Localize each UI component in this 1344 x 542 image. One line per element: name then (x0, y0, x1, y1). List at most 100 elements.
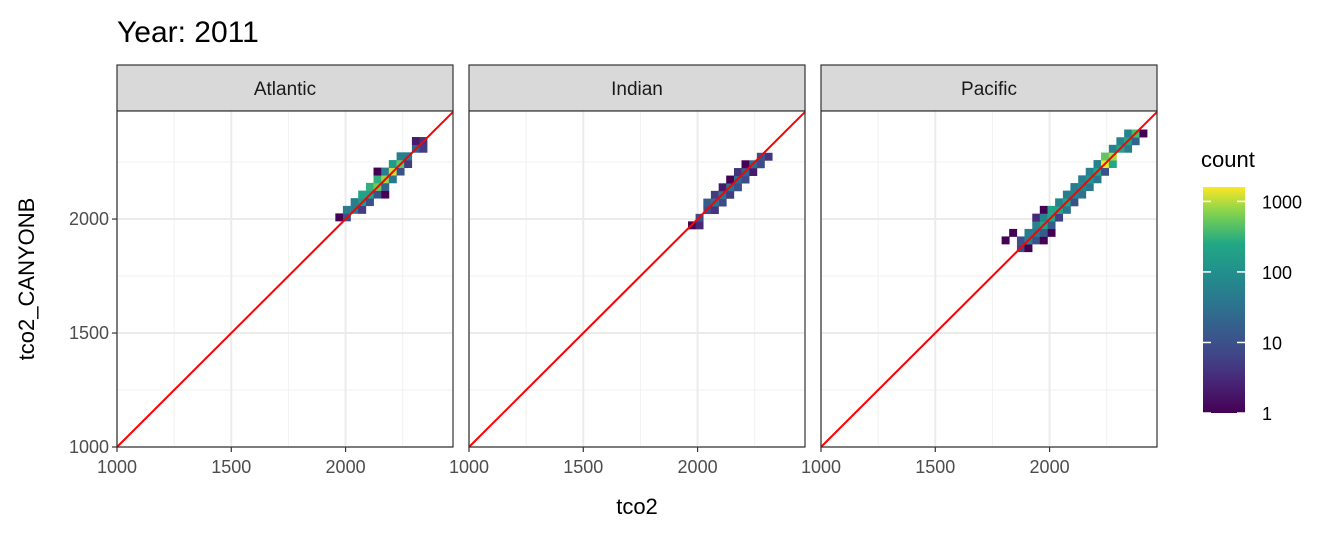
bin-tile (1139, 129, 1148, 138)
bin-tile (1108, 160, 1117, 169)
bin-tile (1009, 228, 1018, 237)
bin-tile (764, 152, 773, 161)
bin-tile (733, 183, 742, 192)
panel-border (116, 110, 454, 448)
legend-tick-label: 1 (1262, 404, 1272, 424)
bin-tile (1085, 183, 1094, 192)
bin-tile (1047, 228, 1056, 237)
x-tick-label: 1000 (801, 457, 841, 477)
bin-tile (1024, 228, 1033, 237)
facet-strip-label: Indian (611, 79, 663, 100)
bin-tile (1070, 198, 1079, 207)
bin-tile (335, 213, 344, 222)
facet-strip (468, 64, 806, 112)
bin-tile (350, 198, 359, 207)
bin-tile (1078, 190, 1087, 199)
y-tick-label: 2000 (69, 209, 109, 229)
bin-tile (419, 144, 428, 153)
bin-tile (1062, 190, 1071, 199)
legend-tick-label: 1000 (1262, 192, 1302, 212)
panel-indian: Indian 1000 1500 2000 (449, 64, 806, 477)
facet-strip-label: Pacific (961, 79, 1017, 100)
bin-tile (1093, 160, 1102, 169)
bin-tile (1062, 205, 1071, 214)
panel-pacific: Pacific 1000 1500 2000 (801, 64, 1158, 477)
bin-tile (695, 221, 704, 230)
bin-tile (1101, 167, 1110, 176)
identity-line (116, 111, 454, 448)
legend-tick-label: 100 (1262, 263, 1292, 283)
y-axis-label: tco2_CANYONB (14, 198, 39, 361)
chart-title: Year: 2011 (117, 16, 259, 49)
bin-tile (1108, 144, 1117, 153)
bin-tile (726, 190, 735, 199)
x-tick-label: 2000 (678, 457, 718, 477)
x-tick-label: 2000 (1030, 457, 1070, 477)
bin-tile (1024, 244, 1033, 253)
bin-tile (756, 160, 765, 169)
x-axis-label: tco2 (616, 494, 658, 519)
bin-tile (1039, 205, 1048, 214)
bin-tile (396, 167, 405, 176)
legend-title: count (1201, 147, 1255, 172)
bin-tile (1001, 236, 1010, 245)
facet-strip (820, 64, 1158, 112)
bin-tile (396, 152, 405, 161)
bin-tile (404, 160, 413, 169)
bin-tile (749, 168, 758, 176)
panel-border (468, 110, 806, 448)
legend-colorbar (1203, 187, 1245, 413)
legend: count 1 10 100 1000 (1201, 147, 1302, 424)
bin-tile (741, 175, 750, 184)
bin-tile (381, 190, 390, 199)
bin-tile (358, 205, 367, 214)
identity-line (820, 111, 1158, 448)
bin-tile (1124, 129, 1133, 138)
bin-tile (718, 198, 727, 207)
identity-line (468, 111, 806, 448)
bin-tile (1131, 137, 1140, 146)
bin-tile (1032, 236, 1041, 245)
bin-tile (1047, 221, 1056, 230)
bin-tile (365, 198, 374, 207)
bin-tile (1085, 167, 1094, 176)
x-tick-label: 1500 (915, 457, 955, 477)
bin-tile (741, 160, 750, 169)
bin-tile (1047, 205, 1056, 214)
y-tick-label: 1500 (69, 323, 109, 343)
bin-tile (1032, 213, 1041, 222)
bin-tile (1055, 213, 1064, 222)
bin-tile (358, 190, 367, 199)
bin-tile (1039, 228, 1048, 237)
x-tick-label: 1000 (449, 457, 489, 477)
bin-tile (703, 198, 712, 207)
bin-tile (733, 168, 742, 176)
bin-tile (1093, 175, 1102, 184)
x-tick-label: 1500 (563, 457, 603, 477)
bin-tile (718, 183, 727, 192)
panel-atlantic: Atlantic 1000 1500 2000 1000 1500 2000 (69, 64, 454, 477)
bin-tile (710, 206, 719, 215)
bin-tile (1039, 213, 1048, 222)
bin-tile (342, 205, 351, 214)
bin-tile (1101, 152, 1110, 161)
bin-tile (1016, 236, 1025, 245)
bin-tile (373, 190, 382, 199)
bin-tile (381, 167, 390, 176)
x-tick-label: 1500 (211, 457, 251, 477)
legend-tick-label: 10 (1262, 333, 1282, 353)
bin-tile (726, 175, 735, 184)
bin-tile (1070, 183, 1079, 192)
bin-tile (1039, 236, 1048, 245)
bin-tile (1032, 221, 1041, 230)
bin-tile (1078, 175, 1087, 184)
bin-tile (381, 182, 390, 191)
y-tick-label: 1000 (69, 437, 109, 457)
panel-border (820, 110, 1158, 448)
facet-strip-label: Atlantic (254, 79, 316, 100)
x-tick-label: 1000 (97, 457, 137, 477)
bin-tile (1124, 144, 1133, 153)
bin-tile (411, 137, 420, 145)
bin-tile (365, 182, 374, 191)
